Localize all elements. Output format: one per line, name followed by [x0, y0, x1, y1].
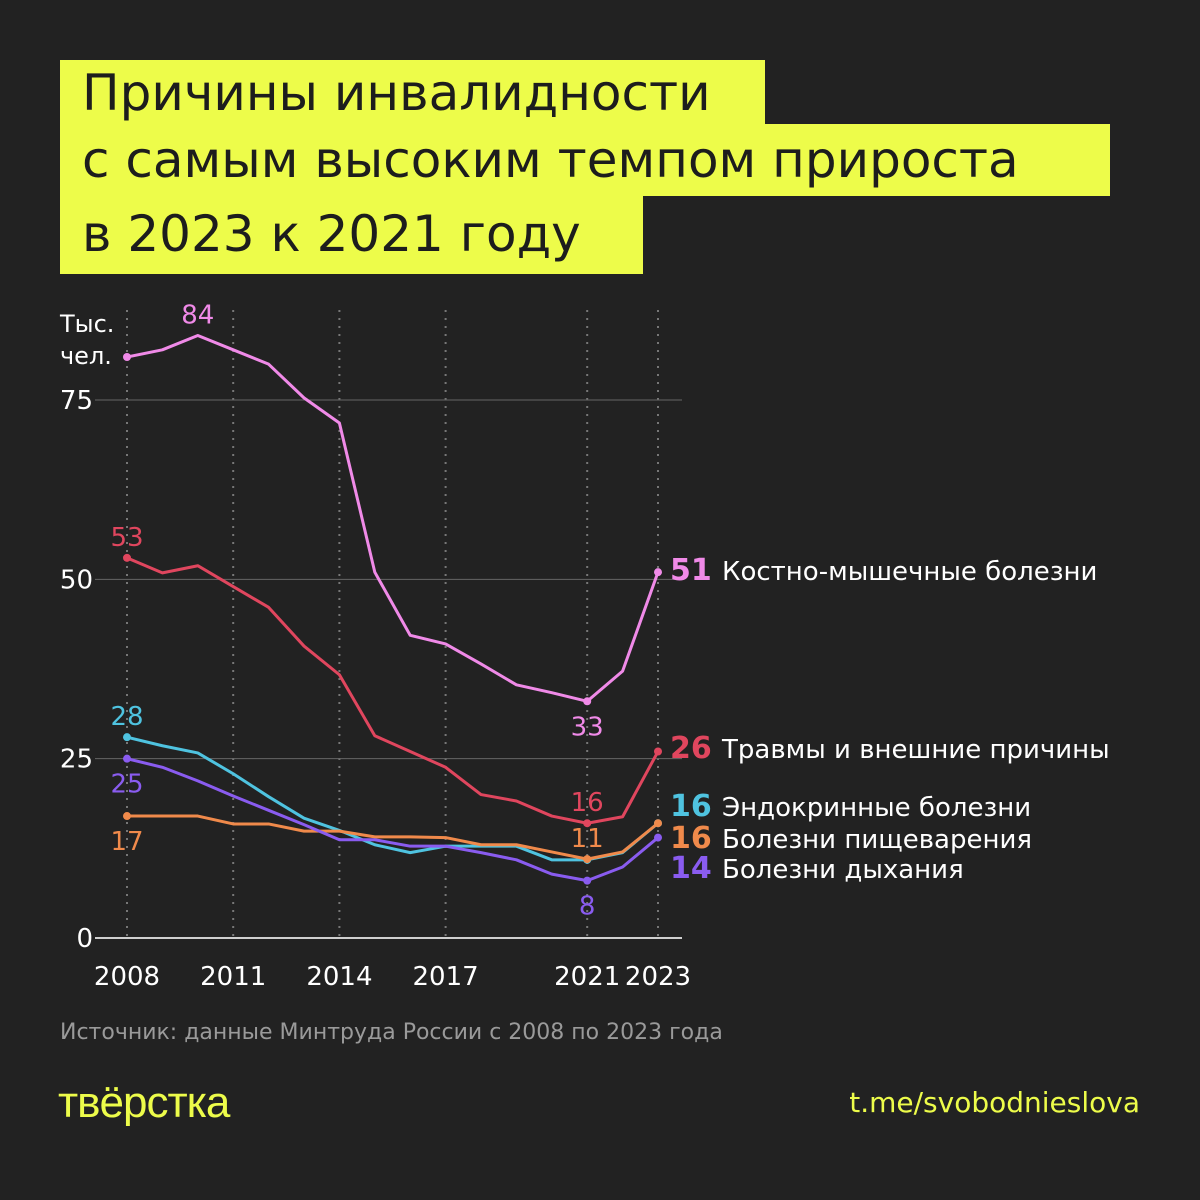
- data-label: 25: [110, 770, 143, 800]
- series-name-label: Костно-мышечные болезни: [722, 557, 1097, 587]
- end-value-label: 51: [670, 553, 712, 588]
- data-point: [123, 352, 131, 361]
- x-tick-label: 2008: [94, 962, 160, 992]
- data-label: 8: [579, 892, 596, 922]
- data-point: [654, 747, 662, 756]
- series-line: [126, 556, 660, 825]
- series-line: [126, 333, 660, 703]
- title-line-2: с самым высоким темпом прироста: [60, 124, 1110, 196]
- series-line: [126, 757, 659, 883]
- data-label: 84: [181, 300, 214, 330]
- data-point: [123, 733, 131, 742]
- x-tick-label: 2017: [413, 962, 479, 992]
- series-name-label: Травмы и внешние причины: [721, 735, 1110, 765]
- data-label: 33: [571, 712, 604, 742]
- data-point: [583, 876, 592, 885]
- series-line: [127, 814, 659, 861]
- y-axis-label: чел.: [60, 342, 112, 370]
- data-label: 16: [571, 788, 604, 818]
- data-point: [123, 754, 131, 763]
- x-tick-label: 2021: [554, 962, 620, 992]
- data-point: [583, 819, 592, 828]
- title-line-1: Причины инвалидности: [60, 60, 765, 126]
- data-label: 28: [110, 702, 143, 732]
- x-tick-label: 2014: [306, 962, 372, 992]
- data-label: 11: [571, 824, 604, 854]
- data-point: [583, 855, 592, 864]
- telegram-link[interactable]: t.me/svobodnieslova: [849, 1086, 1140, 1119]
- series-name-label: Болезни дыхания: [722, 855, 964, 885]
- data-point: [583, 697, 592, 706]
- data-point: [123, 812, 131, 821]
- data-point: [654, 833, 662, 842]
- y-tick-label: 50: [60, 565, 93, 595]
- source-note: Источник: данные Минтруда России с 2008 …: [60, 1020, 723, 1045]
- y-axis-label: Тыс.: [59, 310, 114, 338]
- data-point: [123, 553, 131, 562]
- y-tick-label: 75: [60, 386, 93, 416]
- end-value-label: 16: [670, 789, 712, 824]
- x-tick-label: 2023: [625, 962, 691, 992]
- logo: твёрстка: [58, 1078, 230, 1127]
- data-point: [654, 819, 662, 828]
- title-line-3: в 2023 к 2021 году: [60, 194, 643, 274]
- end-value-label: 16: [670, 821, 712, 856]
- end-value-label: 26: [670, 731, 712, 766]
- series-name-label: Эндокринные болезни: [722, 793, 1031, 823]
- data-label: 17: [110, 827, 143, 857]
- data-point: [654, 568, 662, 577]
- series-line: [126, 735, 659, 862]
- series-name-label: Болезни пищеварения: [722, 825, 1032, 855]
- data-label: 53: [110, 523, 143, 553]
- y-tick-label: 25: [60, 745, 93, 775]
- x-tick-label: 2011: [200, 962, 266, 992]
- y-tick-label: 0: [76, 924, 93, 954]
- end-value-label: 14: [670, 851, 712, 886]
